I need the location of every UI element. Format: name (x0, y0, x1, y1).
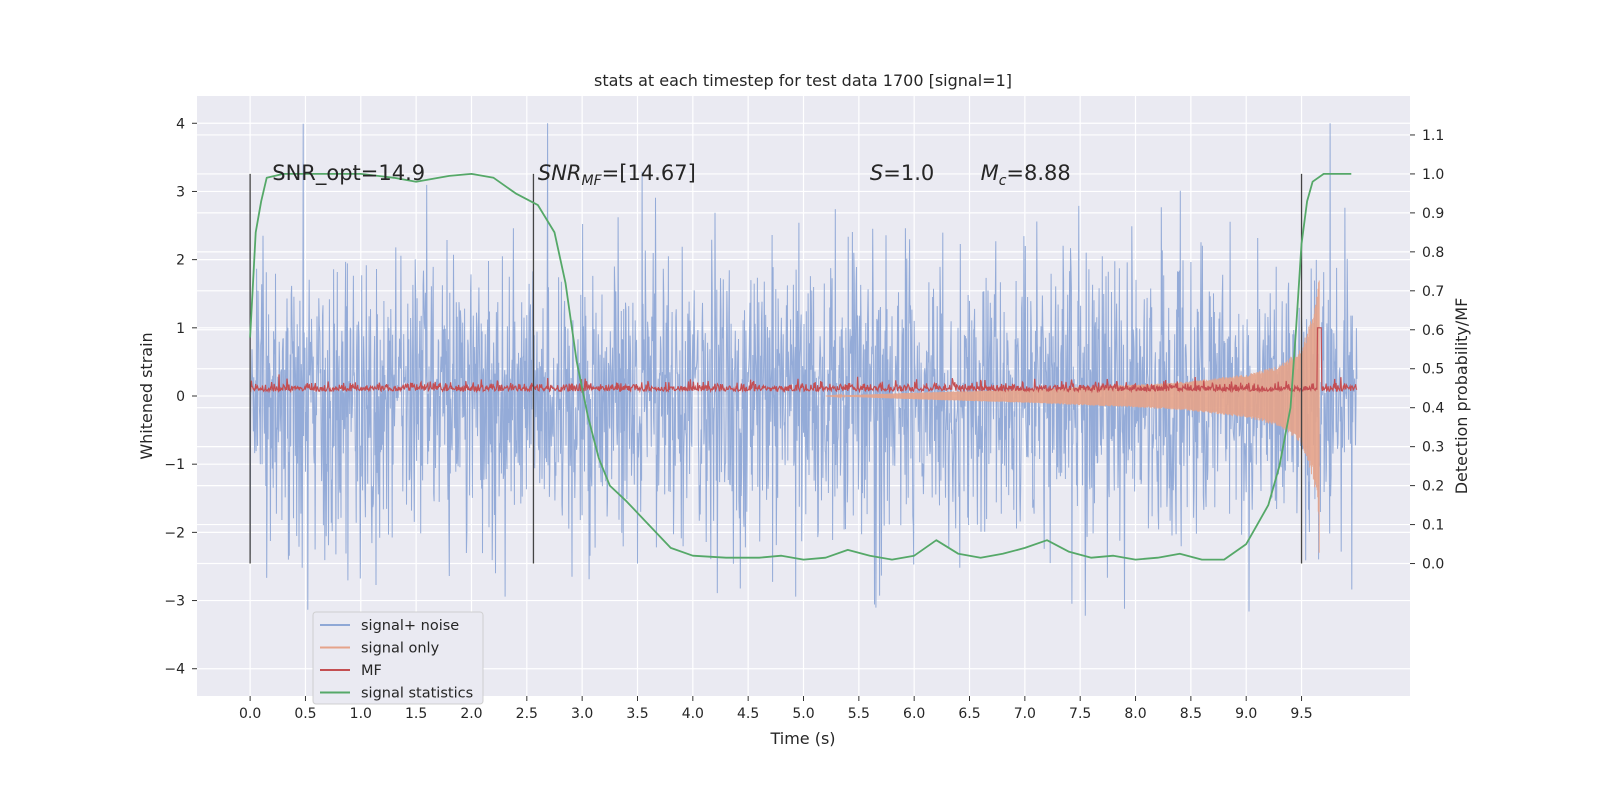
x-tick-label: 4.0 (682, 706, 704, 722)
y2-tick-label: 0.9 (1422, 206, 1444, 222)
y-tick-label: −3 (164, 594, 185, 610)
annotation-text: Mc=8.88 (981, 161, 1071, 189)
x-tick-label: 3.5 (626, 706, 648, 722)
x-tick-label: 2.0 (460, 706, 482, 722)
legend-label: signal statistics (361, 686, 473, 702)
y-tick-label: −2 (164, 525, 185, 541)
mf-series (249, 327, 1358, 394)
y2-tick-label: 1.1 (1422, 128, 1444, 144)
annotation-text: SNR_opt=14.9 (272, 161, 425, 186)
x-tick-label: 6.5 (958, 706, 980, 722)
annotations: SNR_opt=14.9 SNRMF=[14.67] S=1.0 Mc=8.88 (272, 161, 1071, 189)
y2-tick-label: 0.8 (1422, 245, 1444, 261)
y-tick-label: 4 (176, 116, 185, 132)
x-tick-label: 9.0 (1235, 706, 1257, 722)
mf-line (249, 327, 1358, 394)
y-axis-label: Whitened strain (137, 332, 156, 459)
legend-label: MF (361, 663, 382, 679)
x-tick-label: 8.5 (1180, 706, 1202, 722)
x-tick-label: 0.5 (294, 706, 316, 722)
x-tick-label: 4.5 (737, 706, 759, 722)
y2-tick-label: 0.2 (1422, 479, 1444, 495)
y2-tick-label: 0.3 (1422, 440, 1444, 456)
y2-axis-ticks: 1.1 1.0 0.9 0.8 0.7 0.6 0.5 0.4 0.3 0.2 0.1 0.0 (1410, 128, 1444, 573)
y2-axis-label: Detection probability/MF (1452, 298, 1471, 495)
y2-tick-label: 0.1 (1422, 518, 1444, 534)
y-tick-label: −4 (164, 662, 185, 678)
y-axis-ticks: 4 3 2 1 0 −1 −2 −3 −4 (164, 116, 197, 678)
chart-title: stats at each timestep for test data 170… (594, 71, 1012, 90)
x-tick-label: 8.0 (1124, 706, 1146, 722)
legend-label: signal+ noise (361, 618, 459, 634)
y2-tick-label: 0.4 (1422, 401, 1444, 417)
x-tick-label: 9.5 (1290, 706, 1312, 722)
x-tick-label: 0.0 (239, 706, 261, 722)
signal-statistics-line (249, 173, 1352, 561)
signal-only-line (825, 280, 1320, 553)
annotation-text: S=1.0 (870, 161, 934, 185)
y2-tick-label: 0.6 (1422, 323, 1444, 339)
signal-statistics-series (249, 173, 1352, 561)
legend-box (312, 611, 484, 705)
x-tick-label: 1.0 (350, 706, 372, 722)
x-axis-label: Time (s) (769, 729, 835, 748)
x-tick-label: 5.5 (848, 706, 870, 722)
x-tick-label: 6.0 (903, 706, 925, 722)
annotation-text: SNRMF=[14.67] (538, 161, 696, 189)
y-tick-label: 0 (176, 389, 185, 405)
x-tick-label: 2.5 (516, 706, 538, 722)
y2-tick-label: 1.0 (1422, 167, 1444, 183)
x-tick-label: 5.0 (792, 706, 814, 722)
legend-label: signal only (361, 641, 440, 657)
signal-only-series (825, 280, 1320, 553)
legend: signal+ noise signal only MF signal statist… (312, 611, 484, 705)
y-tick-label: 3 (176, 184, 185, 200)
y-tick-label: 2 (176, 253, 185, 269)
y2-tick-label: 0.0 (1422, 557, 1444, 573)
y-tick-label: 1 (176, 321, 185, 337)
y2-tick-label: 0.5 (1422, 362, 1444, 378)
y2-tick-label: 0.7 (1422, 284, 1444, 300)
x-tick-label: 7.0 (1014, 706, 1036, 722)
x-tick-label: 3.0 (571, 706, 593, 722)
x-axis-ticks: 0.0 0.5 1.0 1.5 2.0 2.5 3.0 3.5 4.0 4.5 5.0 5.5 6.0 6… (239, 696, 1313, 722)
y-tick-label: −1 (164, 457, 185, 473)
x-tick-label: 7.5 (1069, 706, 1091, 722)
x-tick-label: 1.5 (405, 706, 427, 722)
